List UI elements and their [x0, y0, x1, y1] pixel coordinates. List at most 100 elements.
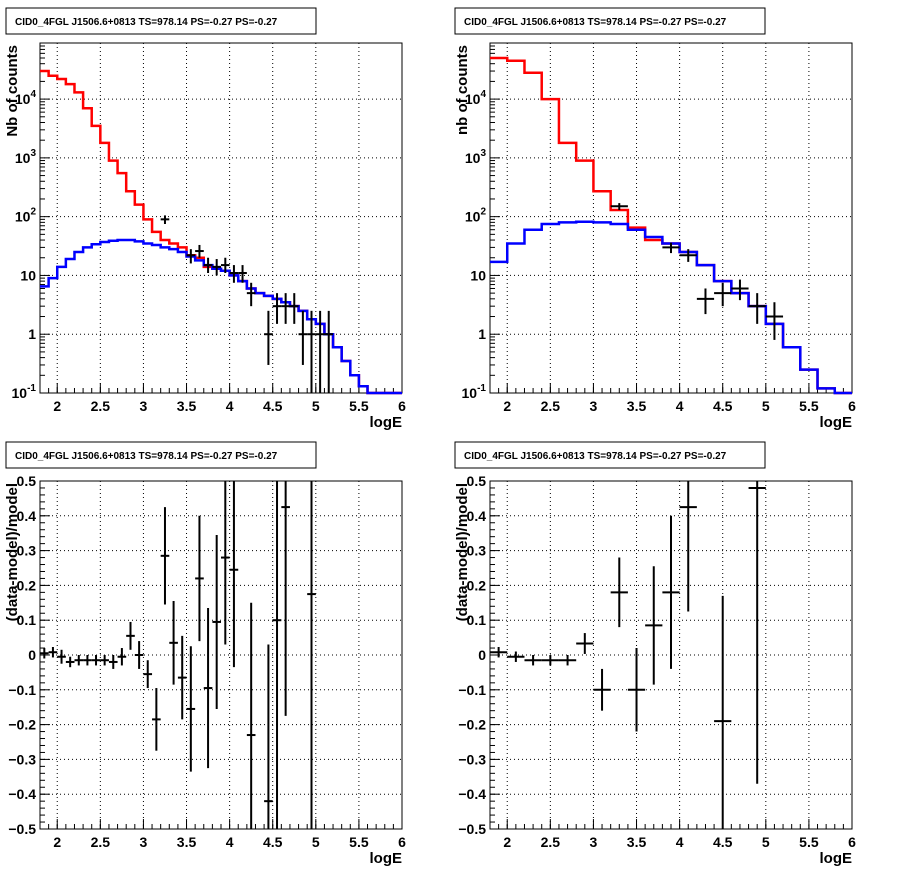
y-tick-exponent: 3	[480, 148, 486, 159]
x-tick-label: 5.5	[799, 834, 819, 850]
data-point	[593, 668, 611, 711]
y-tick-label: −0.1	[458, 682, 486, 698]
data-point	[490, 646, 508, 658]
x-tick-label: 4.5	[713, 398, 733, 414]
data-point	[765, 302, 784, 340]
y-tick-exponent: 4	[480, 89, 486, 100]
x-tick-label: 4	[676, 834, 684, 850]
title-box	[5, 441, 317, 469]
data-point	[298, 310, 308, 365]
x-tick-label: 2	[53, 398, 61, 414]
y-tick-exponent: 2	[480, 207, 486, 218]
chart-title: CID0_4FGL J1506.6+0813 TS=978.14 PS=-0.2…	[464, 451, 727, 462]
data-point	[281, 293, 290, 324]
x-axis-label: logE	[370, 850, 403, 867]
data-point	[152, 688, 161, 751]
y-tick-label: 0.4	[17, 508, 37, 524]
x-tick-label: 6	[848, 398, 856, 414]
y-axis-label: Nb of counts	[4, 45, 21, 137]
y-tick-label: −0.3	[8, 751, 36, 767]
y-tick-base: 10	[462, 385, 478, 401]
x-tick-label: 3	[140, 834, 148, 850]
chart-panel: CID0_4FGL J1506.6+0813 TS=978.14 PS=-0.2…	[454, 441, 856, 867]
data-point	[324, 310, 334, 393]
data-point	[696, 288, 715, 315]
data-point	[610, 203, 628, 210]
x-tick-label: 5	[762, 398, 770, 414]
y-tick-exponent: -1	[477, 383, 486, 394]
data-point	[576, 633, 594, 654]
data-point	[558, 655, 577, 666]
data-point	[100, 655, 109, 666]
data-point	[74, 655, 84, 666]
y-tick-label: 0.2	[467, 577, 487, 593]
data-point	[662, 242, 680, 254]
data-point	[731, 279, 749, 301]
data-point	[627, 648, 646, 732]
y-axis-label: nb of counts	[454, 45, 471, 135]
data-point	[246, 282, 256, 307]
y-tick-label: 0.5	[17, 473, 37, 489]
x-tick-label: 4.5	[263, 834, 283, 850]
data-point	[40, 648, 49, 659]
x-tick-label: 2.5	[91, 834, 111, 850]
chart-panel: CID0_4FGL J1506.6+0813 TS=978.14 PS=-0.2…	[454, 7, 856, 431]
y-tick-label: 0.2	[17, 577, 37, 593]
x-axis-label: logE	[820, 850, 853, 867]
x-tick-label: 3	[590, 398, 598, 414]
data-point	[272, 293, 282, 324]
y-axis-label: (data-model)/model	[4, 483, 21, 621]
y-tick-label: 104	[465, 89, 487, 107]
y-tick-label: −0.2	[458, 717, 486, 733]
data-point	[177, 635, 187, 720]
data-point	[91, 655, 101, 666]
data-point	[264, 310, 273, 365]
y-tick-label: −0.3	[458, 751, 486, 767]
title-box	[454, 441, 766, 469]
data-point	[289, 293, 299, 324]
data-point	[272, 481, 282, 829]
data-point	[186, 249, 196, 264]
data-point	[246, 602, 256, 829]
x-tick-label: 2	[503, 398, 511, 414]
y-tick-label: 1	[478, 326, 486, 342]
y-tick-label: 10	[20, 267, 36, 283]
title-box	[5, 7, 317, 35]
y-tick-label: −0.5	[458, 821, 486, 837]
data-point	[281, 481, 290, 716]
x-tick-label: 6	[398, 398, 406, 414]
x-axis-label: logE	[820, 414, 853, 431]
data-point	[645, 566, 663, 685]
data-point	[203, 608, 213, 769]
x-tick-label: 3	[590, 834, 598, 850]
data-point	[160, 215, 170, 224]
data-point	[160, 507, 170, 605]
data-point	[48, 646, 58, 658]
x-tick-label: 3	[140, 398, 148, 414]
data-point	[307, 310, 316, 393]
data-point	[662, 515, 680, 669]
chart-panel: CID0_4FGL J1506.6+0813 TS=978.14 PS=-0.2…	[4, 7, 406, 431]
y-tick-base: 10	[15, 150, 31, 166]
y-tick-label: 103	[15, 148, 37, 166]
x-axis-label: logE	[370, 414, 403, 431]
y-tick-label: 102	[15, 207, 37, 225]
data-point	[108, 655, 118, 669]
y-tick-label: 0.4	[467, 508, 487, 524]
y-tick-base: 10	[465, 209, 481, 225]
y-tick-label: −0.4	[458, 786, 486, 802]
x-tick-label: 2	[53, 834, 61, 850]
data-point	[212, 534, 221, 709]
x-tick-label: 6	[848, 834, 856, 850]
data-point	[169, 601, 178, 685]
data-point	[714, 595, 732, 829]
data-point	[117, 648, 127, 666]
data-point	[541, 655, 559, 666]
data-point	[748, 293, 766, 324]
y-tick-base: 10	[465, 150, 481, 166]
data-point	[65, 656, 75, 668]
x-tick-label: 3.5	[177, 834, 197, 850]
title-box	[454, 7, 766, 35]
x-tick-label: 2.5	[541, 398, 561, 414]
y-tick-label: 1	[28, 326, 36, 342]
